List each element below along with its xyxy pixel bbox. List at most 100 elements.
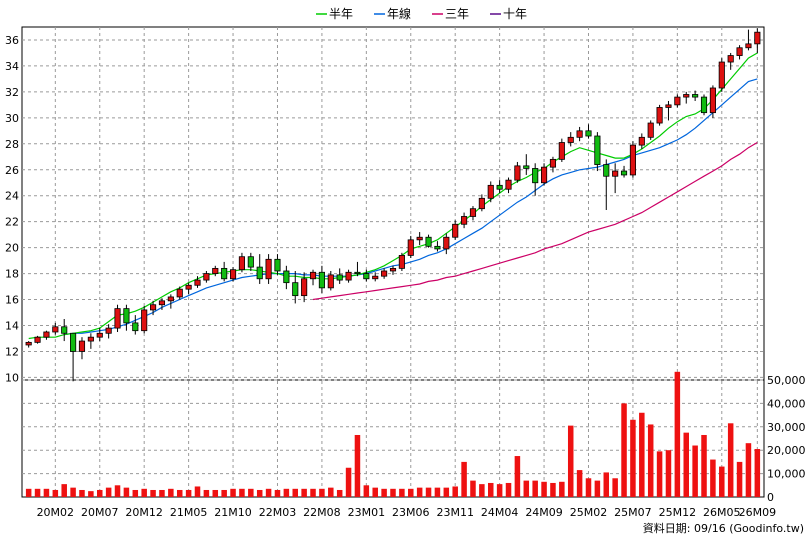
volume-bar [630,419,636,497]
candle-body [532,168,539,184]
volume-bar [43,488,50,497]
candle-body [381,270,388,277]
x-tick-label: 24M04 [481,506,519,519]
candle-body [265,258,272,280]
volume-bar [647,424,654,497]
volume-bar [248,488,254,497]
candle-body [114,308,121,329]
x-tick-label: 21M10 [214,506,252,519]
candle-body [132,322,139,332]
candle-body [549,158,557,168]
x-tick-label: 25M02 [570,506,608,519]
candle-body [354,271,361,274]
volume-tick-label: 0 [767,491,774,504]
candle-body [461,216,468,225]
volume-bar [141,488,147,497]
price-tick-label: 22 [5,216,19,229]
candle-body [736,47,743,56]
candle-body [505,179,512,190]
x-tick-label: 26M05 [703,506,741,519]
volume-bar [292,488,299,497]
volume-bar [345,467,352,497]
volume-bar [639,412,645,497]
volume-bar [52,489,59,497]
candle-body [309,271,317,280]
candle-body [416,236,423,241]
volume-bar [390,488,396,497]
volume-bar [123,487,130,497]
candle-body [487,184,494,199]
candle-body [612,170,619,177]
candle-body [620,170,628,176]
volume-bar [34,488,41,497]
candle-body [345,271,352,281]
volume-bar [265,488,272,497]
candle-body [141,309,148,332]
candle-body [292,282,299,297]
volume-bar [319,488,325,497]
candle-body [434,245,441,250]
x-tick-label: 23M06 [392,506,430,519]
volume-bar [612,478,618,497]
data-date-footer: 資料日期: 09/16 (Goodinfo.tw) [643,521,804,535]
candle-body [150,304,157,311]
candle-body [700,96,708,114]
volume-tick-label: 20,000 [767,444,806,457]
volume-bar [70,487,76,497]
volume-bar [425,487,432,497]
candle-body [363,273,370,280]
price-axis: 10 12 14 16 18 20 22 24 26 28 30 32 34 36 [5,34,19,384]
candle-body [87,336,94,342]
volume-bar [683,432,690,497]
volume-bar [496,484,503,497]
volume-bar [461,461,467,497]
candle-body [638,136,645,146]
price-tick-label: 30 [5,112,19,125]
candle-body [754,31,761,45]
candle-body [443,236,450,250]
price-tick-label: 14 [5,319,19,332]
price-tick-label: 24 [5,190,19,203]
volume-bar [185,489,192,497]
candle-body [283,270,290,284]
legend-label: 年線 [387,6,411,21]
volume-bar [710,459,716,497]
candle-body [167,296,174,302]
volume-bar [434,487,441,497]
price-tick-label: 18 [5,268,19,281]
chart-legend: 半年 年線 三年 十年 [316,6,527,21]
volume-bar [25,488,32,497]
volume-bar [132,489,139,497]
volume-bar [532,480,538,497]
candle-body [176,288,183,298]
candle-body [158,300,166,306]
candle-body [425,236,432,247]
volume-bar [550,482,556,497]
candle-body [318,271,325,289]
price-tick-label: 36 [5,34,19,47]
volume-bar [541,481,547,497]
volume-tick-label: 10,000 [767,468,806,481]
volume-bar [310,488,316,497]
ma-three-year-line [312,141,758,301]
price-tick-label: 34 [5,60,19,73]
volume-bar [603,472,610,497]
volume-bar [576,470,583,497]
candle-body [496,184,503,190]
volume-bar [505,482,512,497]
candle-body [274,258,281,272]
volume-bar [301,488,307,497]
candle-body [452,223,459,238]
price-tick-label: 16 [5,294,19,307]
candle-body [692,94,699,98]
legend-label: 十年 [503,7,527,21]
volume-tick-label: 50,000 [767,374,806,387]
volume-tick-label: 40,000 [767,397,806,410]
volume-bar [212,489,219,497]
volume-bar [150,489,156,497]
candle-body [105,327,112,334]
candle-body [247,256,254,268]
volume-axis: 0 10,000 20,000 30,000 40,000 50,000 [767,374,806,504]
candle-body [43,331,50,338]
candle-body [327,274,334,289]
